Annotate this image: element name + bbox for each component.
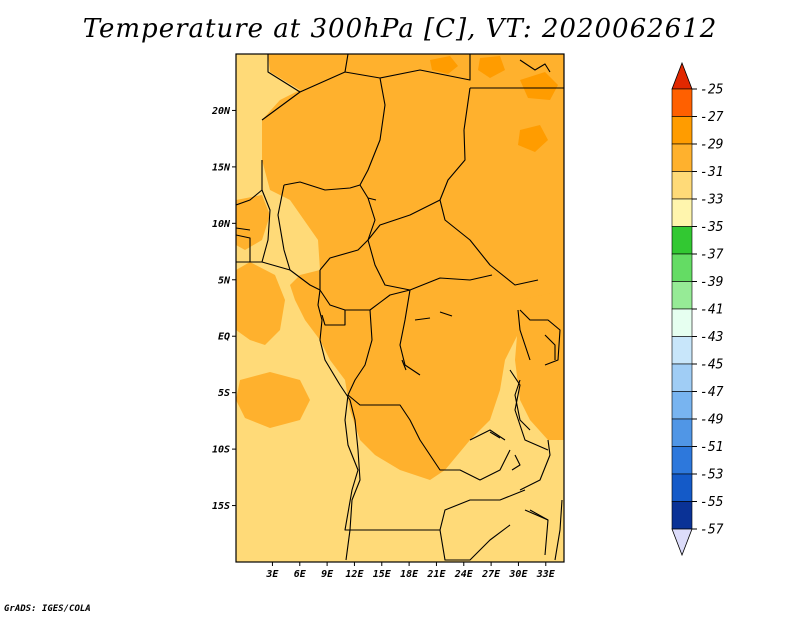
colorbar-label-15: -55 (700, 495, 724, 510)
map-plot-area (236, 54, 564, 562)
colorbar-swatch-1 (671, 116, 693, 145)
field-minus-31-west (236, 262, 285, 345)
colorbar-label-9: -43 (700, 330, 723, 345)
colorbar-label-4: -33 (700, 193, 723, 208)
colorbar-swatch-6 (671, 253, 693, 282)
colorbar-label-1: -27 (700, 110, 724, 125)
field-minus-31-east (515, 290, 564, 440)
field-minus-31-coast (236, 195, 270, 250)
colorbar-label-11: -47 (700, 385, 724, 400)
coastlines (236, 59, 556, 561)
x-tick-label-6: 21E (426, 569, 446, 580)
x-tick-label-2: 9E (321, 569, 334, 580)
colorbar-label-12: -49 (700, 413, 723, 428)
y-tick-label-5: 5S (218, 388, 230, 399)
colorbar-swatch-13 (671, 446, 693, 475)
map-frame (235, 53, 565, 563)
colorbar-label-7: -39 (700, 275, 723, 290)
chart-title: Temperature at 300hPa [C], VT: 202006261… (82, 14, 718, 44)
colorbar-swatch-8 (671, 308, 693, 337)
colorbar-swatch-15 (671, 501, 693, 530)
y-tick-label-1: 15N (212, 162, 231, 173)
colorbar-swatch-10 (671, 363, 693, 392)
colorbar-swatch-0 (671, 88, 693, 117)
colorbar-swatch-5 (671, 226, 693, 255)
field-minus-31-north (262, 54, 564, 480)
y-tick-label-2: 10N (212, 219, 231, 230)
colorbar-swatch-4 (671, 198, 693, 227)
field-minus-29-patch3 (520, 72, 558, 100)
grads-credit: GrADS: IGES/COLA (4, 604, 91, 614)
colorbar-label-5: -35 (700, 220, 724, 235)
y-tick-label-3: 5N (218, 275, 231, 286)
colorbar-label-8: -41 (700, 303, 723, 318)
colorbar-swatch-7 (671, 281, 693, 310)
country-borders (236, 54, 564, 561)
x-tick-label-8: 27E (481, 569, 501, 580)
x-tick-label-10: 33E (536, 569, 556, 580)
colorbar-label-0: -25 (700, 83, 724, 98)
colorbar-swatch-12 (671, 418, 693, 447)
x-axis: 3E 6E 9E 12E 15E 18E 21E 24E 27E 30E 33E (265, 562, 556, 580)
colorbar-bottom-arrow (671, 528, 693, 557)
colorbar-label-13: -51 (700, 440, 723, 455)
colorbar-swatch-2 (671, 143, 693, 172)
field-minus-29-patch4 (518, 125, 548, 152)
x-tick-label-9: 30E (508, 569, 528, 580)
colorbar-label-6: -37 (700, 248, 724, 263)
x-tick-label-7: 24E (454, 569, 474, 580)
field-minus-29-patch2 (478, 56, 505, 78)
field-minus-29-patch1 (430, 56, 458, 74)
y-tick-label-6: 10S (212, 445, 230, 456)
x-tick-label-0: 3E (265, 569, 279, 580)
y-axis: 20N 15N 10N 5N EQ 5S 10S 15S (211, 106, 236, 512)
x-tick-label-5: 18E (400, 569, 419, 580)
y-tick-label-4: EQ (218, 332, 230, 343)
y-tick-label-0: 20N (211, 106, 231, 117)
colorbar-swatch-14 (671, 473, 693, 502)
x-tick-label-3: 12E (345, 569, 364, 580)
colorbar-label-14: -53 (700, 468, 723, 483)
colorbar-label-2: -29 (700, 138, 723, 153)
colorbar-label-3: -31 (700, 165, 723, 180)
colorbar-swatch-3 (671, 171, 693, 200)
colorbar-top-arrow (671, 61, 693, 90)
x-tick-label-4: 15E (373, 569, 392, 580)
colorbar: -25 -27 -29 -31 -33 -35 -37 -39 -41 -43 -45 -47 -49 -… (671, 61, 724, 557)
colorbar-swatch-11 (671, 391, 693, 420)
colorbar-label-10: -45 (700, 358, 724, 373)
y-tick-label-7: 15S (212, 501, 230, 512)
x-tick-label-1: 6E (294, 569, 307, 580)
colorbar-swatch-9 (671, 336, 693, 365)
field-minus-31-patch (236, 372, 310, 428)
colorbar-label-16: -57 (700, 523, 724, 538)
